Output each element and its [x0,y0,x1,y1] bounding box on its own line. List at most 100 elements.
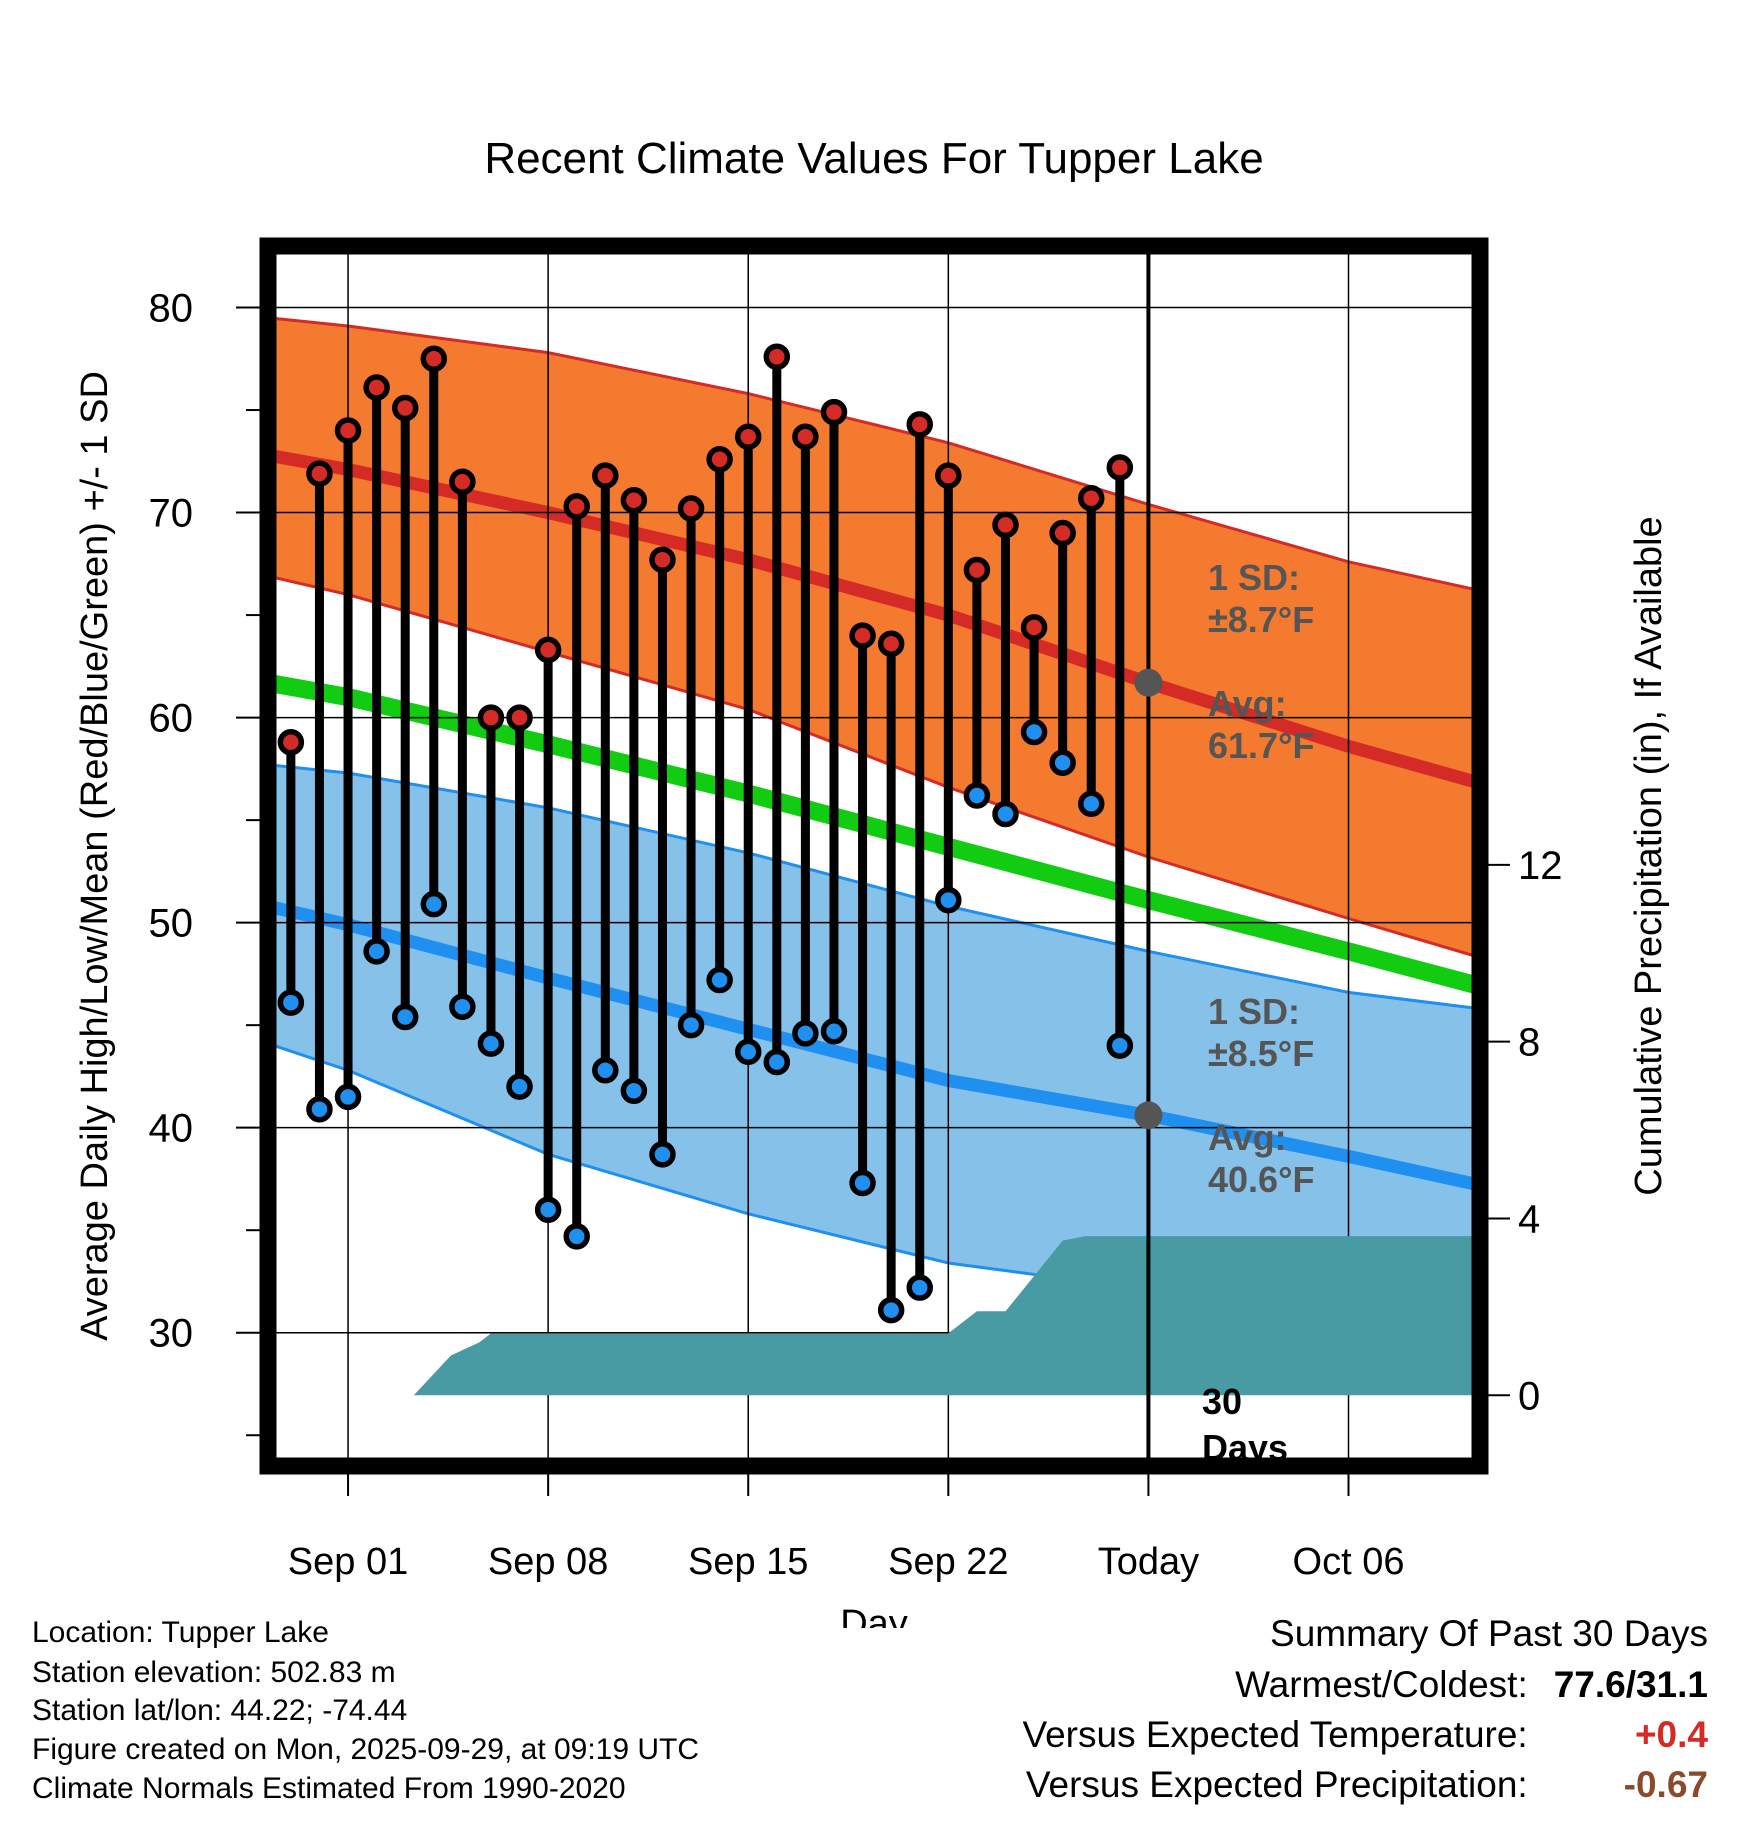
obs-low-marker-8 [506,1073,533,1100]
obs-low-marker-0 [277,989,305,1016]
obs-low-marker-26 [1020,718,1048,746]
obs-low-marker-15 [706,966,733,994]
x-tick-label-1: Sep 08 [488,1541,608,1583]
meta-latlon: Station lat/lon: 44.22; -74.44 [32,1694,408,1727]
obs-low-marker-10 [563,1223,590,1250]
obs-low-marker-2 [334,1083,362,1111]
obs-low-marker-5 [420,890,448,918]
y-tick-label-80: 80 [149,287,194,331]
x-axis-label: Day [840,1603,908,1628]
obs-high-marker-25 [992,511,1019,539]
obs-high-marker-13 [649,546,676,573]
frame-layer [236,237,1510,1496]
low-sd-top-line [268,763,1480,1011]
precip-layer [268,246,1480,1466]
obs-low-marker-12 [620,1077,648,1105]
y-tick-label-70: 70 [149,492,194,536]
meta-elevation: Station elevation: 502.83 m [32,1656,396,1689]
obs-high-marker-9 [534,636,562,664]
obs-low-marker-13 [649,1141,676,1168]
obs-low-marker-4 [391,1003,419,1031]
obs-high-marker-6 [449,468,476,496]
obs-low-marker-25 [992,800,1019,828]
text-layer: Recent Climate Values For Tupper Lake 30 4… [74,134,1670,1628]
obs-high-marker-27 [1049,519,1076,547]
window-days-label: Days [1202,1427,1288,1468]
meta-normals: Climate Normals Estimated From 1990-2020 [32,1772,626,1805]
x-tick-label-5: Oct 06 [1293,1541,1405,1583]
obs-high-marker-12 [620,487,648,514]
obs-low-marker-16 [734,1038,762,1066]
obs-low-marker-11 [592,1057,619,1084]
obs-high-marker-2 [334,417,362,444]
today-high-avg-marker [1134,668,1163,697]
y-axis-label: Average Daily High/Low/Mean (Red/Blue/Gr… [74,371,116,1341]
high-avg-value: 61.7°F [1208,725,1314,766]
y-tick-label-40: 40 [149,1107,194,1151]
low-avg-value: 40.6°F [1208,1159,1314,1200]
x-tick-label-4: Today [1098,1541,1199,1583]
low-sd-value: ±8.5°F [1208,1033,1314,1074]
obs-high-marker-18 [792,423,819,450]
obs-low-marker-21 [877,1296,905,1324]
y2-tick-label-12: 12 [1518,844,1563,888]
obs-low-marker-22 [906,1274,933,1301]
obs-low-marker-19 [820,1018,848,1045]
obs-high-marker-7 [477,704,505,731]
obs-low-marker-1 [306,1095,333,1123]
obs-low-marker-24 [963,782,991,809]
obs-high-marker-0 [277,728,305,756]
low-avg-label: Avg: [1208,1117,1287,1158]
obs-high-marker-17 [763,343,791,370]
obs-high-marker-3 [363,374,390,401]
obs-high-marker-21 [877,630,905,658]
obs-low-marker-17 [763,1048,791,1076]
obs-low-marker-14 [677,1011,705,1039]
obs-high-marker-16 [734,423,762,450]
obs-low-marker-29 [1106,1032,1134,1059]
summary-warmest-value: 77.6/31.1 [1553,1664,1708,1705]
obs-high-marker-24 [963,556,991,584]
summary-heading: Summary Of Past 30 Days [1270,1613,1708,1654]
high-avg-label: Avg: [1208,683,1287,724]
observations-layer [277,343,1163,1324]
today-low-avg-marker [1134,1101,1163,1130]
y2-tick-label-0: 0 [1518,1374,1540,1418]
obs-low-marker-3 [363,938,390,965]
obs-high-marker-11 [592,462,619,489]
summary-precip-row: Versus Expected Precipitation: -0.67 [1026,1764,1708,1806]
obs-low-marker-7 [477,1030,505,1057]
x-tick-label-2: Sep 15 [688,1541,808,1583]
low-sd-band [268,764,1480,1317]
obs-high-marker-1 [306,460,333,487]
y2-tick-label-4: 4 [1518,1197,1540,1241]
high-mean-line [268,448,1480,790]
obs-high-marker-15 [706,445,733,473]
meta-location: Location: Tupper Lake [32,1616,329,1649]
y2-axis-label: Cumulative Precipitation (in), If Availa… [1628,516,1670,1195]
obs-high-marker-29 [1106,454,1134,481]
low-mean-line [268,899,1480,1192]
obs-low-marker-28 [1077,790,1105,817]
obs-low-marker-18 [792,1020,819,1047]
obs-low-marker-23 [935,886,962,914]
obs-high-marker-23 [935,462,962,489]
summary-warmest-row: Warmest/Coldest: 77.6/31.1 [1235,1664,1708,1706]
window-days-number: 30 [1202,1381,1242,1422]
high-sd-bottom-line [268,574,1480,959]
obs-low-marker-9 [534,1196,562,1223]
y2-tick-label-8: 8 [1518,1021,1540,1065]
y-tick-label-50: 50 [149,902,194,946]
summary-temp-label: Versus Expected Temperature: [1022,1714,1528,1755]
obs-high-marker-20 [849,622,876,649]
chart-title: Recent Climate Values For Tupper Lake [484,134,1263,183]
obs-low-marker-20 [849,1169,876,1197]
summary-temp-row: Versus Expected Temperature: +0.4 [1022,1714,1708,1756]
precip-area [268,1236,1480,1396]
obs-high-marker-28 [1077,484,1105,512]
summary-warmest-label: Warmest/Coldest: [1235,1664,1528,1705]
meta-created: Figure created on Mon, 2025-09-29, at 09… [32,1733,700,1766]
obs-high-marker-26 [1020,614,1048,641]
plot-frame [259,237,1489,1475]
obs-low-marker-27 [1049,749,1076,776]
